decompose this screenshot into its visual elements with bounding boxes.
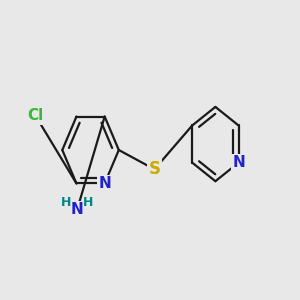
Text: Cl: Cl — [27, 108, 44, 123]
Text: H: H — [61, 196, 71, 208]
Text: H: H — [83, 196, 94, 208]
Text: N: N — [232, 155, 245, 170]
Text: S: S — [148, 160, 160, 178]
Text: N: N — [71, 202, 84, 217]
Text: N: N — [98, 176, 111, 191]
